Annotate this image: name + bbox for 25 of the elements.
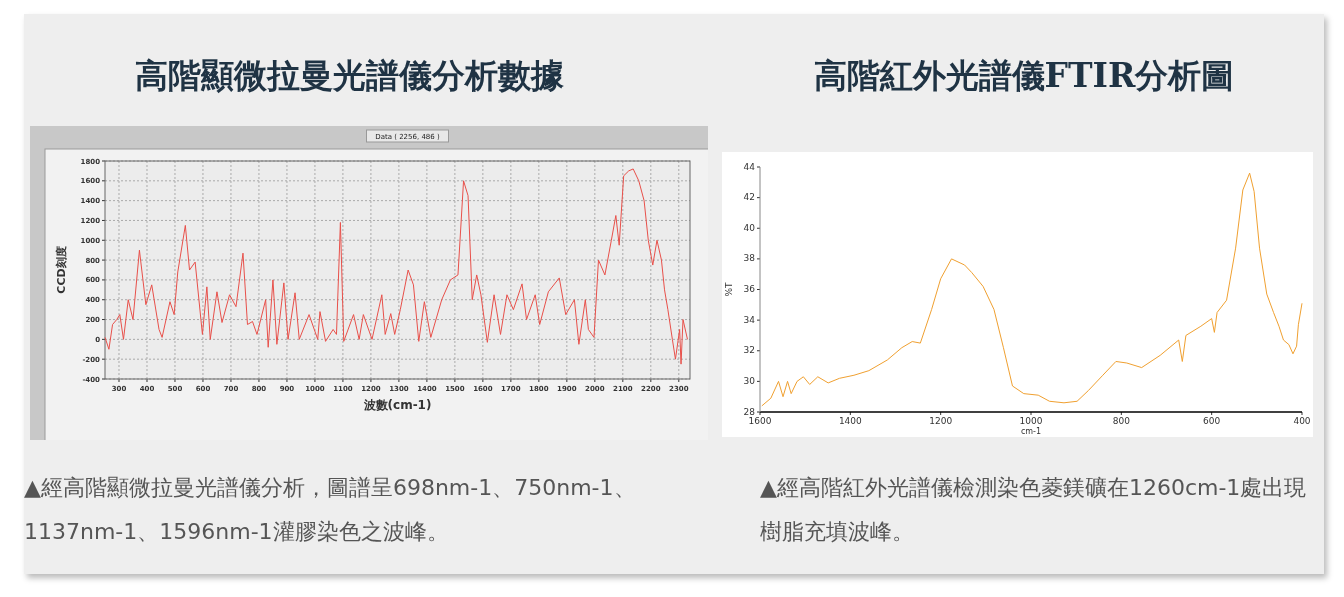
text: ▲經高階顯微拉曼光譜儀分析，圖譜呈698nm-1、750nm-1、1137nm-1、1596nm-1灌膠染色之波峰。 xyxy=(24,474,637,546)
chart-title: 高階顯微拉曼光譜儀分析數據 xyxy=(133,55,565,97)
x-axis-title: cm-1 xyxy=(1020,427,1042,436)
y-tick-label: 28 xyxy=(743,406,756,417)
y-tick-label: 42 xyxy=(743,192,755,203)
y-tick-label: 36 xyxy=(743,284,756,294)
x-tick-label: 600 xyxy=(1203,416,1221,426)
line-series xyxy=(104,168,688,365)
text: ▲經高階紅外光譜儀檢測染色菱鎂礦在1260cm-1處出現樹脂充填波峰。 xyxy=(760,474,1308,546)
y-tick-label: 30 xyxy=(743,375,756,386)
x-axis-title: 波數(cm-1) xyxy=(362,398,432,412)
y-tick-label: 40 xyxy=(743,222,756,233)
x-tick-label: 1000 xyxy=(1019,416,1043,426)
y-tick-label: 34 xyxy=(743,314,756,325)
y-tick-label: 44 xyxy=(743,161,756,172)
chart-title: 高階紅外光譜儀FTIR分析圖 xyxy=(812,55,1236,97)
x-tick-label: 400 xyxy=(1293,416,1311,426)
x-tick-label: 1400 xyxy=(838,416,863,426)
x-tick-label: 1200 xyxy=(929,416,953,426)
y-axis-title: CCD刻度 xyxy=(55,246,68,294)
line-series xyxy=(761,172,1303,407)
x-tick-label: 800 xyxy=(1112,416,1131,426)
y-tick-label: 32 xyxy=(743,345,755,356)
y-tick-label: 38 xyxy=(743,253,756,264)
y-axis-title: %T xyxy=(724,281,734,297)
